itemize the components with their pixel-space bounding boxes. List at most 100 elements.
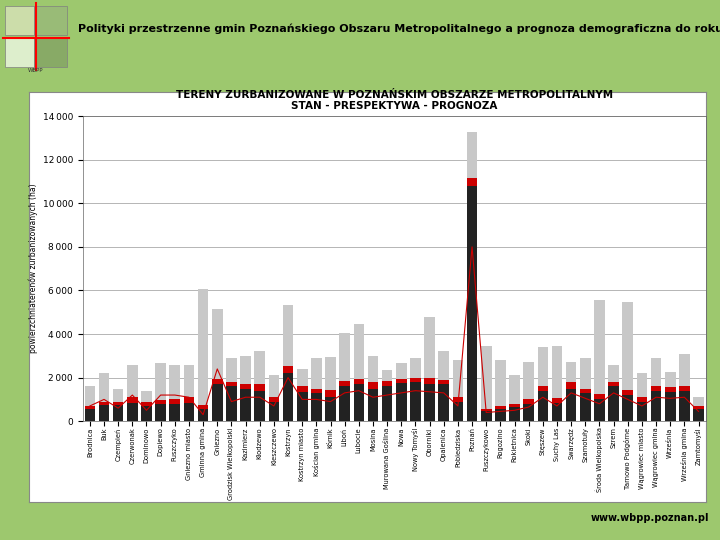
Bar [169, 364, 180, 400]
Bar [523, 400, 534, 404]
Bar [5, 38, 34, 66]
Bar [453, 360, 463, 397]
Bar [509, 407, 520, 421]
Bar [495, 406, 505, 409]
Bar [453, 397, 463, 402]
Bar [368, 388, 378, 421]
Bar [481, 346, 492, 409]
Bar [240, 388, 251, 421]
Bar [651, 386, 662, 391]
Bar [325, 357, 336, 389]
Bar [354, 379, 364, 384]
Bar [283, 373, 293, 421]
Bar [693, 406, 704, 409]
Bar [382, 370, 392, 381]
Bar [254, 352, 265, 384]
Bar [84, 406, 95, 409]
Bar [99, 405, 109, 421]
Bar [552, 346, 562, 399]
Bar [651, 358, 662, 386]
Bar [679, 386, 690, 391]
Bar [339, 381, 350, 386]
Bar [254, 391, 265, 421]
Bar [212, 309, 222, 379]
Bar [424, 316, 435, 377]
Bar [566, 388, 577, 421]
Bar [34, 6, 67, 35]
Bar [169, 404, 180, 421]
Bar [5, 6, 34, 35]
Bar [608, 386, 619, 421]
Bar [594, 400, 605, 421]
Bar [509, 404, 520, 407]
Bar [226, 358, 237, 382]
Bar [84, 386, 95, 406]
Bar [608, 364, 619, 382]
Bar [198, 405, 208, 409]
Bar [339, 333, 350, 381]
Bar [580, 393, 590, 421]
Bar [184, 397, 194, 403]
Bar [693, 409, 704, 421]
Bar [283, 305, 293, 366]
Bar [240, 384, 251, 388]
Bar [467, 186, 477, 421]
Bar [538, 386, 548, 391]
Bar [552, 399, 562, 403]
Bar [438, 384, 449, 421]
Bar [297, 369, 307, 386]
Bar [382, 381, 392, 386]
Bar [269, 402, 279, 421]
Bar [665, 372, 675, 387]
Bar [566, 362, 577, 382]
Bar [311, 388, 322, 393]
Bar [580, 388, 590, 393]
Bar [580, 358, 590, 388]
Bar [325, 389, 336, 397]
Bar [623, 395, 633, 421]
Bar [169, 400, 180, 404]
Bar [509, 375, 520, 404]
Text: WBPP: WBPP [28, 68, 44, 72]
Bar [127, 397, 138, 403]
Bar [467, 178, 477, 186]
Bar [453, 402, 463, 421]
Bar [396, 363, 407, 379]
Bar [636, 397, 647, 402]
Bar [566, 382, 577, 388]
Bar [212, 379, 222, 384]
Bar [269, 397, 279, 402]
Bar [226, 382, 237, 386]
Bar [523, 404, 534, 421]
Bar [99, 373, 109, 402]
Bar [538, 347, 548, 386]
Bar [127, 364, 138, 397]
Bar [623, 302, 633, 389]
Bar [254, 384, 265, 391]
Bar [141, 402, 152, 406]
Bar [99, 402, 109, 405]
Bar [354, 324, 364, 379]
Bar [410, 382, 420, 421]
Bar [481, 411, 492, 421]
Bar [311, 393, 322, 421]
Bar [34, 38, 67, 66]
Bar [269, 375, 279, 397]
Bar [424, 384, 435, 421]
Bar [198, 289, 208, 405]
Bar [382, 386, 392, 421]
Bar [665, 387, 675, 392]
Bar [311, 358, 322, 388]
Bar [368, 356, 378, 382]
Bar [396, 379, 407, 383]
Bar [410, 358, 420, 377]
Text: www.wbpp.poznan.pl: www.wbpp.poznan.pl [590, 514, 709, 523]
Bar [141, 391, 152, 402]
Bar [84, 409, 95, 421]
Bar [240, 356, 251, 384]
Bar [651, 391, 662, 421]
Bar [608, 382, 619, 386]
Bar [297, 392, 307, 421]
Bar [368, 382, 378, 388]
Bar [141, 406, 152, 421]
